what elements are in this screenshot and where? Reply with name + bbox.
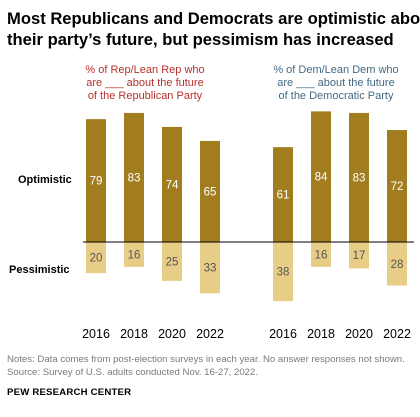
dem-year-tick: 2016	[269, 327, 297, 341]
rep-pessimistic-bar	[162, 242, 182, 281]
dem-year-tick: 2022	[383, 327, 411, 341]
dem-pessimistic-bar	[311, 242, 331, 267]
chart-title-line-2: their party’s future, but pessimism has …	[7, 30, 394, 49]
rep-pessimistic-value: 16	[128, 249, 141, 261]
dem-optimistic-value: 83	[353, 172, 366, 184]
chart-title-line-1: Most Republicans and Democrats are optim…	[7, 9, 420, 28]
dem-optimistic-bar	[311, 111, 331, 242]
dem-optimistic-bar	[387, 130, 407, 242]
rep-pessimistic-bar	[124, 242, 144, 267]
dem-pessimistic-bar	[273, 242, 293, 302]
rep-year-tick: 2022	[196, 327, 224, 341]
rep-optimistic-bar	[162, 126, 182, 242]
dem-panel-label-line-3: of the Democratic Party	[278, 90, 394, 102]
dem-year-tick: 2020	[345, 327, 373, 341]
rep-year-tick: 2018	[120, 327, 148, 341]
optimistic-row-label: Optimistic	[18, 174, 72, 186]
rep-panel-label-line-2: are ___ about the future	[86, 77, 204, 89]
dem-optimistic-value: 72	[391, 181, 404, 193]
dem-optimistic-value: 61	[277, 190, 290, 202]
rep-pessimistic-value: 25	[166, 256, 179, 268]
rep-year-tick: 2020	[158, 327, 186, 341]
dem-panel-label-line-1: % of Dem/Lean Dem who	[273, 64, 399, 76]
rep-pessimistic-value: 20	[90, 253, 103, 265]
dem-optimistic-bar	[273, 147, 293, 242]
rep-optimistic-value: 65	[204, 186, 217, 198]
source-line: Source: Survey of U.S. adults conducted …	[7, 367, 259, 378]
dem-panel-label-line-2: are ___ about the future	[277, 77, 395, 89]
rep-pessimistic-value: 33	[204, 263, 217, 275]
rep-optimistic-bar	[124, 112, 144, 242]
notes-line: Notes: Data comes from post-election sur…	[7, 354, 405, 365]
rep-optimistic-value: 74	[166, 179, 179, 191]
rep-optimistic-value: 83	[128, 172, 141, 184]
source-org: PEW RESEARCH CENTER	[7, 387, 132, 398]
rep-pessimistic-bar	[200, 242, 220, 294]
rep-panel-label-line-3: of the Republican Party	[87, 90, 203, 102]
rep-panel-label: % of Rep/Lean Rep who are ___ about the …	[70, 64, 220, 103]
rep-panel-label-line-1: % of Rep/Lean Rep who	[85, 64, 205, 76]
dem-optimistic-value: 84	[315, 172, 328, 184]
dem-optimistic-bar	[349, 112, 369, 242]
dem-pessimistic-bar	[387, 242, 407, 286]
dem-pessimistic-value: 16	[315, 249, 328, 261]
dem-pessimistic-value: 38	[277, 267, 290, 279]
rep-year-tick: 2016	[82, 327, 110, 341]
chart-notes: Notes: Data comes from post-election sur…	[7, 353, 417, 379]
chart-title: Most Republicans and Democrats are optim…	[7, 8, 420, 50]
dem-pessimistic-value: 17	[353, 250, 366, 262]
rep-optimistic-bar	[200, 140, 220, 242]
dem-year-tick: 2018	[307, 327, 335, 341]
dem-pessimistic-bar	[349, 242, 369, 269]
dem-panel-label: % of Dem/Lean Dem who are ___ about the …	[261, 64, 411, 103]
pessimistic-row-label: Pessimistic	[9, 264, 70, 276]
rep-pessimistic-bar	[86, 242, 106, 274]
dem-pessimistic-value: 28	[391, 259, 404, 271]
rep-optimistic-value: 79	[90, 176, 103, 188]
rep-optimistic-bar	[86, 119, 106, 242]
